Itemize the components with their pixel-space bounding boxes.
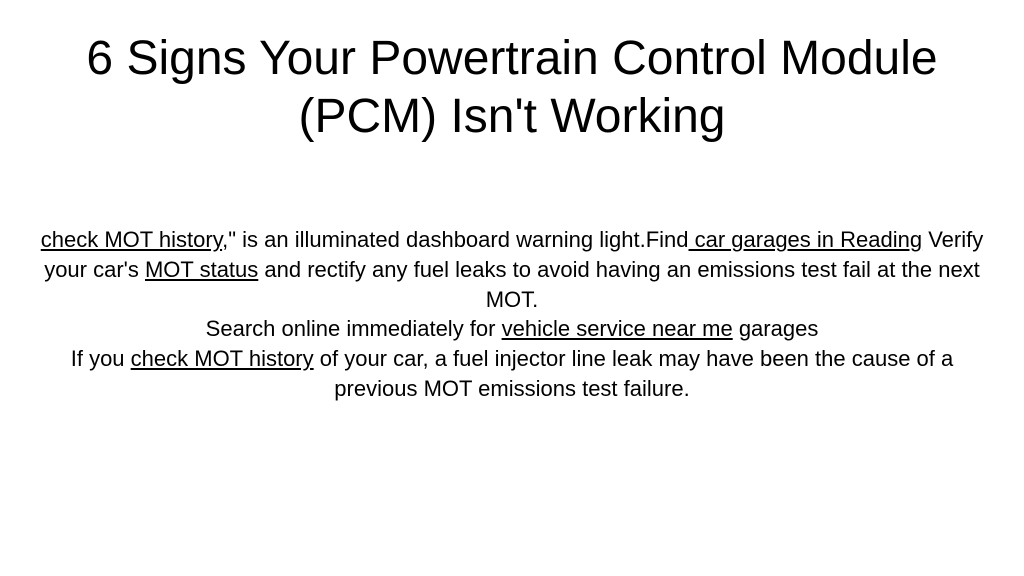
page-title: 6 Signs Your Powertrain Control Module (… [20, 30, 1004, 145]
body-text-7: of your car, a fuel injector line leak m… [314, 346, 954, 401]
body-paragraph: check MOT history," is an illuminated da… [20, 225, 1004, 403]
link-check-mot-history-1[interactable]: check MOT history [41, 227, 222, 252]
link-check-mot-history-2[interactable]: check MOT history [131, 346, 314, 371]
body-text-6: If you [71, 346, 131, 371]
body-text-3: and rectify any fuel leaks to avoid havi… [258, 257, 980, 312]
link-car-garages-reading[interactable]: car garages in Reading [689, 227, 923, 252]
body-text-5: garages [733, 316, 819, 341]
link-vehicle-service-near-me[interactable]: vehicle service near me [502, 316, 733, 341]
body-text-4: Search online immediately for [206, 316, 502, 341]
body-text-1: ," is an illuminated dashboard warning l… [222, 227, 688, 252]
link-mot-status[interactable]: MOT status [145, 257, 258, 282]
